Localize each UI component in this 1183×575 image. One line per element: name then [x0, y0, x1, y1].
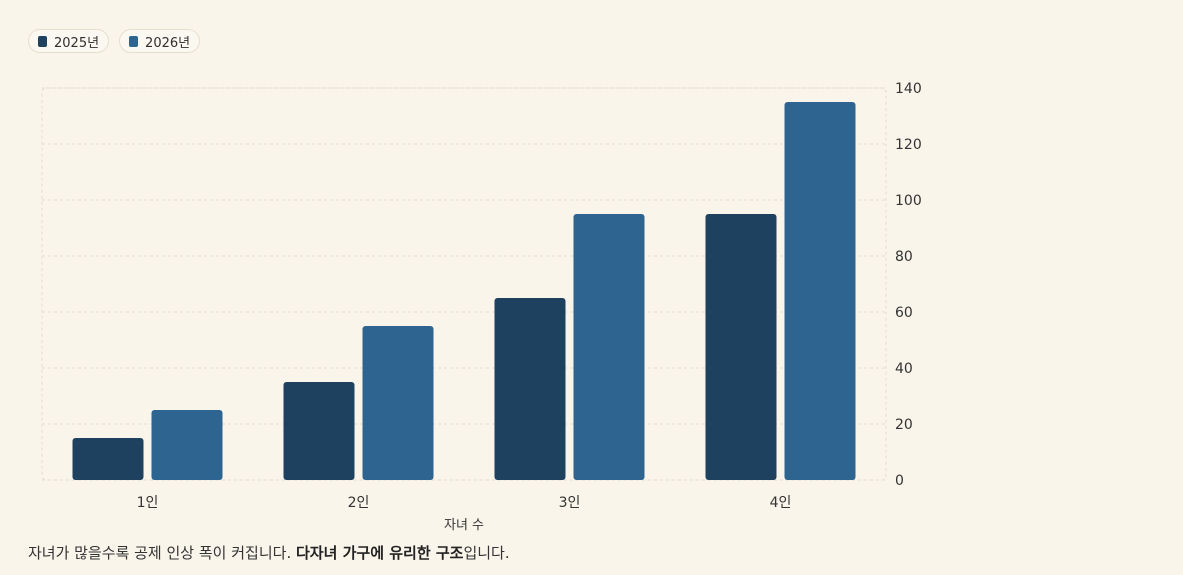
legend-label-2025: 2025년	[54, 35, 100, 51]
y-tick-label: 140	[895, 81, 922, 97]
x-tick-label: 4인	[770, 495, 792, 511]
bar-2025-3	[494, 298, 566, 480]
bar-2026-4	[784, 102, 856, 480]
x-tick-label: 2인	[348, 495, 370, 511]
legend-label-2026: 2026년	[145, 35, 191, 51]
legend-swatch-2026	[129, 35, 139, 47]
bar-2025-4	[705, 214, 777, 480]
x-tick-label: 3인	[559, 495, 581, 511]
legend-item-2025[interactable]: 2025년	[28, 29, 110, 53]
bar-2025-2	[283, 382, 355, 480]
bar-2026-1	[151, 410, 223, 480]
caption-text-end: 입니다.	[463, 544, 510, 562]
legend-swatch-2025	[38, 35, 47, 47]
caption-emphasis: 다자녀 가구에 유리한 구조	[295, 544, 464, 562]
legend-item-2026[interactable]: 2026년	[119, 29, 201, 53]
caption-text: 자녀가 많을수록 공제 인상 폭이 커집니다.	[28, 544, 296, 562]
chart-legend: 2025년 2026년	[28, 29, 201, 53]
bar-2026-2	[362, 326, 434, 480]
y-tick-label: 20	[895, 417, 913, 433]
x-axis-title: 자녀 수	[444, 518, 484, 533]
y-tick-label: 120	[895, 137, 922, 153]
bar-2025-1	[72, 438, 144, 480]
x-tick-label: 1인	[137, 495, 159, 511]
y-tick-label: 60	[895, 305, 913, 321]
y-tick-label: 100	[895, 193, 922, 209]
y-tick-label: 80	[895, 249, 913, 265]
bar-2026-3	[573, 214, 645, 480]
y-tick-label: 40	[895, 361, 913, 377]
chart-caption: 자녀가 많을수록 공제 인상 폭이 커집니다. 다자녀 가구에 유리한 구조입니…	[28, 542, 510, 563]
y-tick-label: 0	[895, 473, 904, 489]
